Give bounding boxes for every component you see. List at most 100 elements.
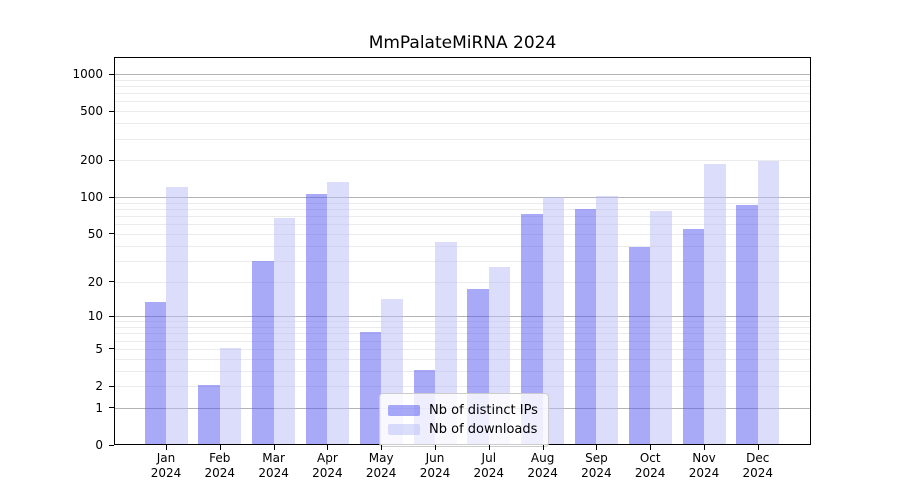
- y-tick-label: 50: [87, 226, 103, 241]
- x-tick-label: Dec 2024: [726, 451, 790, 481]
- minor-gridline: [115, 123, 810, 125]
- minor-gridline: [115, 281, 810, 283]
- x-tick-month: Mar: [262, 451, 285, 465]
- major-gridline: [115, 197, 810, 199]
- y-tick-mark: [109, 407, 114, 409]
- x-tick-month: May: [368, 451, 394, 465]
- y-tick-label: 0: [95, 438, 103, 452]
- minor-gridline: [115, 348, 810, 350]
- y-tick-label: 10: [87, 309, 103, 324]
- legend-swatch-downloads: [388, 424, 420, 435]
- major-gridline: [115, 74, 810, 75]
- minor-gridline: [115, 370, 810, 372]
- minor-gridline: [115, 209, 810, 211]
- x-tick-label: Mar 2024: [242, 451, 306, 481]
- x-tick-mark: [435, 445, 436, 450]
- bar-downloads-jan: [166, 186, 188, 444]
- x-tick-mark: [219, 445, 221, 450]
- x-tick-label: Oct 2024: [618, 451, 682, 481]
- legend-item: Nb of downloads: [388, 420, 538, 439]
- y-tick-label: 500: [80, 104, 103, 119]
- y-tick-label: 100: [80, 190, 103, 205]
- x-tick-year: 2024: [581, 466, 612, 480]
- x-tick-label: Apr 2024: [295, 451, 359, 481]
- minor-gridline: [115, 386, 810, 387]
- x-tick-mark: [381, 445, 383, 450]
- y-tick-mark: [109, 110, 114, 112]
- bar-ips-apr: [305, 193, 328, 444]
- y-tick-mark: [109, 233, 114, 235]
- x-tick-month: Nov: [692, 451, 716, 465]
- bar-ips-oct: [628, 247, 651, 444]
- x-tick-year: 2024: [312, 466, 343, 480]
- bar-ips-feb: [198, 385, 220, 444]
- x-tick-month: Jun: [425, 451, 445, 465]
- minor-gridline: [115, 224, 810, 226]
- x-tick-mark: [704, 445, 705, 450]
- x-tick-year: 2024: [419, 466, 451, 480]
- bar-downloads-feb: [219, 347, 242, 444]
- legend: Nb of distinct IPs Nb of downloads: [379, 393, 549, 447]
- x-tick-label: Jul 2024: [457, 451, 521, 481]
- y-tick-label: 1: [95, 400, 103, 415]
- bar-ips-mar: [252, 261, 274, 444]
- minor-gridline: [115, 202, 810, 204]
- y-tick-mark: [109, 281, 114, 282]
- x-tick-mark: [488, 445, 490, 450]
- x-tick-year: 2024: [634, 466, 666, 480]
- minor-gridline: [115, 93, 810, 95]
- minor-gridline: [115, 333, 810, 335]
- y-tick-label: 2: [95, 379, 103, 393]
- x-tick-year: 2024: [688, 466, 720, 480]
- minor-gridline: [115, 245, 810, 247]
- x-tick-mark: [542, 445, 544, 450]
- minor-gridline: [115, 340, 810, 342]
- x-tick-year: 2024: [150, 466, 182, 480]
- bar-downloads-aug: [542, 197, 565, 444]
- minor-gridline: [115, 358, 810, 360]
- chart-title: MmPalateMiRNA 2024: [368, 33, 557, 53]
- plot-area: Nb of distinct IPs Nb of downloads: [114, 57, 811, 447]
- x-tick-month: Sep: [585, 451, 608, 465]
- x-tick-mark: [327, 445, 329, 450]
- minor-gridline: [115, 233, 810, 235]
- y-tick-mark: [109, 348, 114, 350]
- minor-gridline: [115, 160, 810, 162]
- bar-downloads-sep: [596, 196, 618, 444]
- y-tick-mark: [109, 73, 114, 75]
- x-tick-mark: [650, 445, 652, 450]
- y-tick-label: 5: [95, 341, 103, 356]
- legend-label: Nb of downloads: [429, 422, 538, 437]
- y-tick-mark: [109, 444, 114, 446]
- x-tick-month: Aug: [530, 451, 555, 465]
- y-tick-mark: [109, 159, 114, 161]
- y-tick-mark: [109, 385, 114, 387]
- minor-gridline: [115, 85, 810, 87]
- bar-downloads-nov: [704, 163, 726, 444]
- x-tick-mark: [273, 445, 275, 450]
- minor-gridline: [115, 138, 810, 140]
- bar-ips-may: [359, 332, 382, 444]
- bar-ips-sep: [574, 208, 597, 444]
- x-tick-month: Dec: [746, 451, 770, 465]
- legend-swatch-ips: [388, 405, 420, 416]
- x-tick-year: 2024: [258, 466, 289, 480]
- x-tick-mark: [166, 445, 167, 450]
- y-tick-mark: [109, 315, 114, 317]
- x-tick-label: Sep 2024: [564, 451, 628, 481]
- x-tick-month: Jan: [156, 451, 176, 465]
- x-tick-month: Oct: [639, 451, 661, 465]
- x-tick-mark: [757, 445, 759, 450]
- bar-ips-jan: [144, 302, 166, 444]
- x-tick-month: Apr: [317, 451, 338, 465]
- y-tick-label: 1000: [72, 67, 103, 81]
- minor-gridline: [115, 79, 810, 81]
- x-tick-label: Jun 2024: [403, 451, 467, 481]
- x-tick-month: Jul: [481, 451, 497, 465]
- bar-downloads-dec: [757, 161, 780, 444]
- x-tick-label: May 2024: [349, 451, 413, 481]
- bar-downloads-oct: [650, 211, 672, 444]
- y-tick-label: 200: [80, 153, 103, 168]
- x-tick-year: 2024: [473, 466, 505, 480]
